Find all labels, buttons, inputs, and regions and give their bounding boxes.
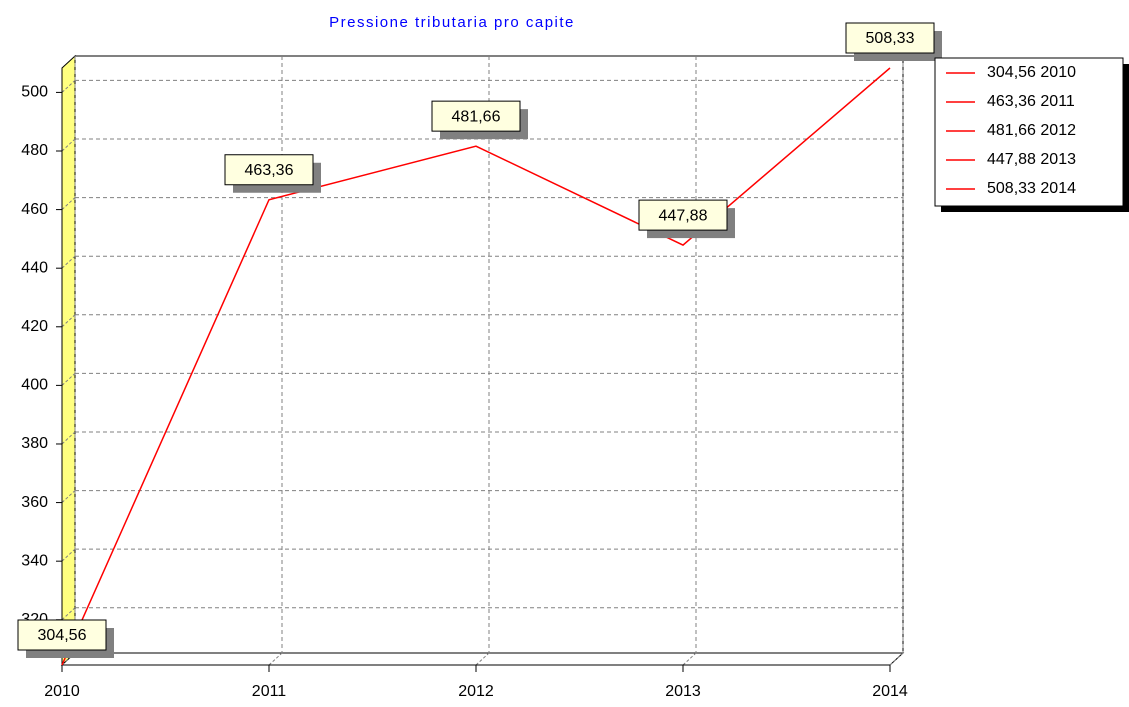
grid-line-side (61, 490, 76, 503)
grid-line-side (61, 607, 76, 621)
y-tick-label: 380 (21, 435, 48, 452)
data-label-text: 463,36 (245, 162, 294, 179)
legend-value: 508,33 (987, 180, 1036, 197)
y-tick-label: 440 (21, 259, 48, 276)
legend-year: 2013 (1040, 151, 1076, 168)
legend-year: 2010 (1040, 64, 1076, 81)
grid-line-floor (682, 652, 697, 666)
legend-entry: 304,56 2010 (987, 64, 1076, 81)
legend-entry: 463,36 2011 (987, 93, 1075, 110)
legend-value: 463,36 (987, 93, 1036, 110)
grid-line-floor (61, 652, 76, 666)
grid-line-floor (268, 652, 283, 666)
grid-line-side (61, 431, 76, 445)
legend-year: 2014 (1040, 180, 1076, 197)
data-label-box (431, 100, 521, 132)
x-tick-label: 2011 (252, 683, 287, 700)
y-tick-label: 340 (21, 552, 48, 569)
grid-line-floor (475, 652, 490, 666)
legend-value: 481,66 (987, 122, 1036, 139)
legend-year: 2011 (1040, 93, 1075, 110)
grid-line-side (61, 80, 76, 93)
legend-value: 447,88 (987, 151, 1036, 168)
x-tick-label: 2012 (458, 683, 494, 700)
data-label: 304,56 (17, 619, 114, 658)
data-label-box (17, 619, 107, 651)
data-label: 463,36 (224, 154, 321, 193)
grid-line-side (61, 314, 76, 328)
y-tick-label: 480 (21, 142, 48, 159)
x-tick-label: 2013 (665, 683, 701, 700)
data-label: 508,33 (845, 22, 942, 61)
x-tick-label: 2014 (872, 683, 908, 700)
data-label-text: 304,56 (38, 627, 87, 644)
y-tick-label: 460 (21, 201, 48, 218)
data-label-box (638, 199, 728, 231)
grid-line-side (61, 138, 76, 152)
legend-year: 2012 (1040, 122, 1076, 139)
legend-entry: 508,33 2014 (987, 180, 1076, 197)
grid-line-side (61, 255, 76, 269)
data-label-box (845, 22, 935, 54)
floor (60, 652, 905, 666)
data-label: 447,88 (638, 199, 735, 239)
data-label-text: 508,33 (866, 30, 915, 47)
grid-line-side (61, 373, 76, 386)
y-tick-label: 400 (21, 377, 48, 394)
y-tick-label: 360 (21, 494, 48, 511)
data-label-text: 481,66 (452, 108, 501, 125)
data-label: 481,66 (431, 100, 528, 140)
legend-value: 304,56 (987, 64, 1036, 81)
data-label-text: 447,88 (659, 207, 708, 224)
grid-line-side (61, 197, 76, 210)
x-tick-label: 2010 (44, 683, 80, 700)
y-tick-label: 420 (21, 318, 48, 335)
left-wall (61, 54, 76, 667)
grid-line-side (61, 548, 76, 562)
legend-entry: 481,66 2012 (987, 122, 1076, 139)
legend-entry: 447,88 2013 (987, 151, 1076, 168)
y-tick-label: 500 (21, 84, 48, 101)
data-label-box (224, 154, 314, 186)
legend-box (934, 57, 1124, 207)
chart-title: Pressione tributaria pro capite (329, 14, 575, 31)
series-line (61, 67, 891, 666)
grid-line-floor (889, 652, 904, 666)
